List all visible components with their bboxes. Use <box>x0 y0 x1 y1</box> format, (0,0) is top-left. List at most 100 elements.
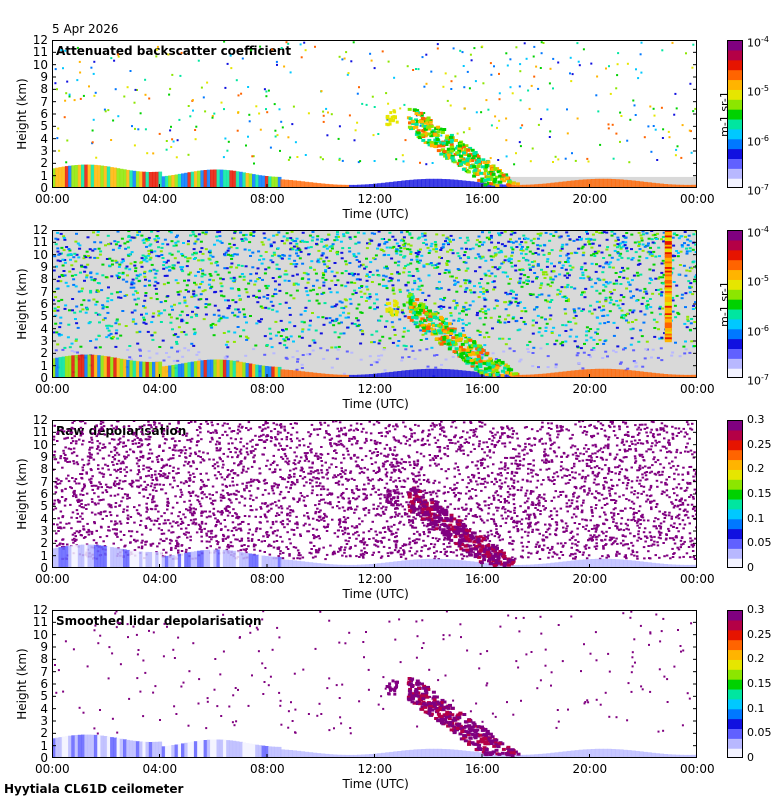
x-tick-label: 20:00 <box>572 382 608 396</box>
x-tick-label: 00:00 <box>680 762 715 776</box>
colorbar-tick-label: 0.25 <box>747 627 772 641</box>
x-tick-label: 08:00 <box>250 762 285 776</box>
colorbar-tick-label: 10-5 <box>747 84 769 99</box>
x-axis-label: Time (UTC) <box>342 207 409 221</box>
x-tick-label: 12:00 <box>357 192 393 206</box>
y-tick-label: 4 <box>40 511 48 526</box>
x-axis-label: Time (UTC) <box>342 397 409 411</box>
y-tick-label: 3 <box>40 714 48 728</box>
y-axis-label: Height (km) <box>15 648 29 720</box>
heatmap-field <box>52 40 697 188</box>
y-tick-label: 8 <box>40 272 48 287</box>
x-tick-label: 04:00 <box>142 192 178 206</box>
colorbar-tick-label: 10-4 <box>747 35 769 50</box>
x-tick-label: 20:00 <box>572 572 608 586</box>
y-tick-label: 4 <box>40 701 48 716</box>
colorbar-tick-label: 10-5 <box>747 274 769 289</box>
y-tick-label: 0 <box>40 561 48 575</box>
x-tick-label: 00:00 <box>35 192 70 206</box>
y-tick-label: 2 <box>40 536 48 551</box>
date-label: 5 Apr 2026 <box>52 22 119 36</box>
y-tick-label: 5 <box>40 689 48 704</box>
colorbar-tick-label: 10-7 <box>747 183 769 198</box>
y-tick-label: 3 <box>40 144 48 158</box>
y-tick-label: 5 <box>40 499 48 514</box>
y-tick-label: 10 <box>32 247 48 262</box>
y-tick-label: 7 <box>40 94 48 109</box>
y-tick-label: 7 <box>40 664 48 679</box>
y-tick-label: 1 <box>40 358 48 373</box>
y-tick-label: 5 <box>40 119 48 134</box>
colorbar <box>727 610 743 758</box>
x-tick-label: 16:00 <box>465 192 500 206</box>
y-tick-label: 9 <box>40 640 48 654</box>
colorbar-tick-label: 0.1 <box>747 511 765 525</box>
y-tick-label: 0 <box>40 371 48 385</box>
y-tick-label: 6 <box>40 107 48 121</box>
y-tick-label: 5 <box>40 309 48 324</box>
y-tick-label: 4 <box>40 131 48 146</box>
colorbar-tick-label: 0 <box>747 561 754 574</box>
x-tick-label: 20:00 <box>572 192 608 206</box>
colorbar <box>727 40 743 188</box>
y-tick-label: 8 <box>40 652 48 667</box>
y-tick-label: 12 <box>32 223 48 237</box>
y-tick-label: 1 <box>40 168 48 183</box>
y-tick-label: 3 <box>40 524 48 538</box>
y-tick-label: 6 <box>40 297 48 311</box>
x-tick-label: 20:00 <box>572 762 608 776</box>
x-tick-label: 00:00 <box>35 762 70 776</box>
plot-title: Attenuated backscatter coefficient <box>56 44 292 58</box>
colorbar-tick-label: 0.15 <box>747 487 772 500</box>
x-tick-label: 12:00 <box>357 382 393 396</box>
colorbar-tick-label: 0.25 <box>747 437 772 451</box>
x-tick-label: 16:00 <box>465 572 500 586</box>
x-tick-label: 04:00 <box>142 762 178 776</box>
y-tick-label: 12 <box>32 33 48 47</box>
y-tick-label: 7 <box>40 284 48 299</box>
colorbar-unit-label: m-1 sr-1 <box>718 281 731 327</box>
y-tick-label: 6 <box>40 487 48 501</box>
y-tick-label: 11 <box>32 45 48 60</box>
y-tick-label: 8 <box>40 82 48 97</box>
heatmap-field <box>52 230 697 378</box>
x-tick-label: 12:00 <box>357 762 393 776</box>
y-tick-label: 9 <box>40 70 48 84</box>
y-tick-label: 0 <box>40 751 48 765</box>
colorbar-tick-label: 0.05 <box>747 726 772 740</box>
x-tick-label: 00:00 <box>680 572 715 586</box>
colorbar-tick-label: 0.1 <box>747 701 765 715</box>
heatmap-field <box>52 420 697 568</box>
colorbar-tick-label: 0.2 <box>747 652 765 666</box>
y-axis-label: Height (km) <box>15 458 29 530</box>
colorbar-tick-label: 0 <box>747 751 754 764</box>
x-tick-label: 08:00 <box>250 382 285 396</box>
colorbar-tick-label: 0.3 <box>747 603 765 616</box>
y-tick-label: 8 <box>40 462 48 477</box>
x-tick-label: 00:00 <box>35 382 70 396</box>
x-tick-label: 00:00 <box>680 382 715 396</box>
colorbar-tick-label: 0.2 <box>747 462 765 476</box>
y-tick-label: 11 <box>32 235 48 250</box>
y-tick-label: 7 <box>40 474 48 489</box>
y-tick-label: 12 <box>32 603 48 617</box>
plot-title: Smoothed lidar depolarisation <box>56 614 262 628</box>
y-tick-label: 11 <box>32 425 48 440</box>
x-tick-label: 08:00 <box>250 572 285 586</box>
colorbar-tick-label: 10-6 <box>747 323 769 339</box>
colorbar-tick-label: 10-6 <box>747 133 769 149</box>
y-tick-label: 10 <box>32 627 48 642</box>
y-tick-label: 2 <box>40 726 48 741</box>
y-axis-label: Height (km) <box>15 78 29 150</box>
x-tick-label: 16:00 <box>465 762 500 776</box>
y-tick-label: 2 <box>40 156 48 171</box>
y-tick-label: 9 <box>40 450 48 464</box>
y-tick-label: 11 <box>32 615 48 630</box>
x-axis-label: Time (UTC) <box>342 777 409 791</box>
y-tick-label: 0 <box>40 181 48 195</box>
x-tick-label: 12:00 <box>357 572 393 586</box>
y-tick-label: 12 <box>32 413 48 427</box>
colorbar-tick-label: 0.05 <box>747 536 772 550</box>
x-tick-label: 08:00 <box>250 192 285 206</box>
